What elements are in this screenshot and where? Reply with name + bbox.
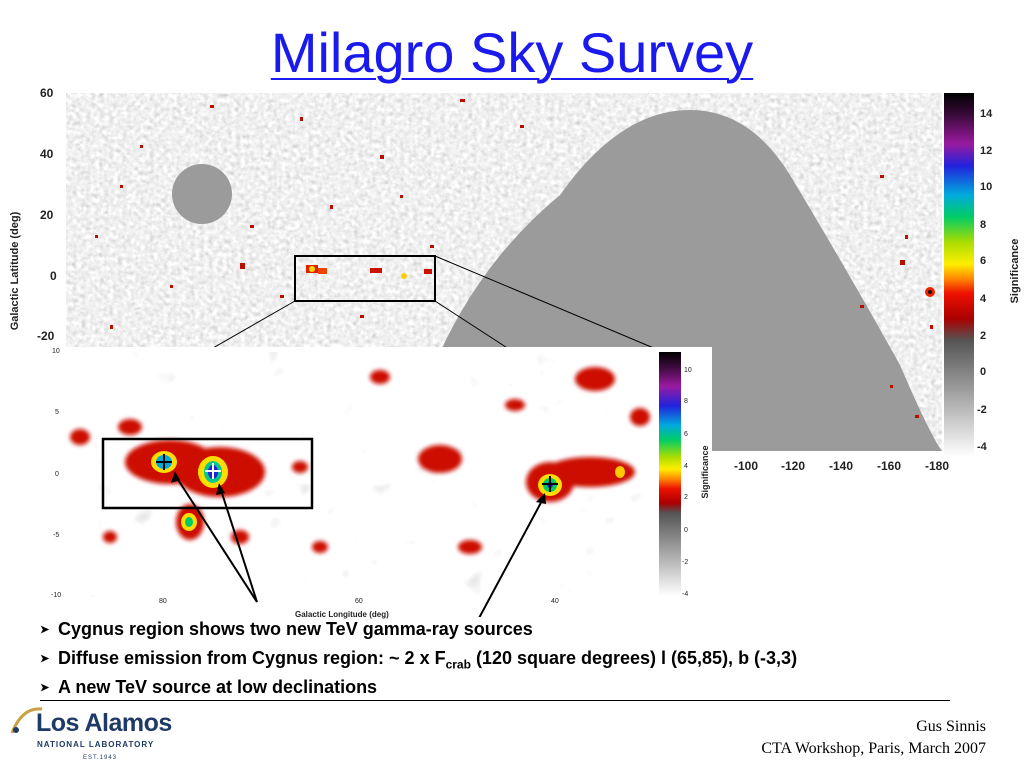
inset-y-tick: 10 [52, 348, 60, 355]
inset-x-tick: 80 [159, 598, 167, 605]
footer-author: Gus Sinnis [916, 718, 986, 735]
bullet-text-sub: crab [445, 657, 471, 672]
colorbar-tick: 4 [980, 293, 987, 305]
main-x-tick: -120 [781, 459, 806, 473]
colorbar-tick: 2 [980, 330, 987, 342]
inset-colorbar-tick: 6 [684, 431, 688, 438]
los-alamos-logo: Los Alamos NATIONAL LABORATORY EST.1943 [8, 703, 188, 765]
bullet-text-pre: Diffuse emission from Cygnus region: ~ 2… [58, 648, 446, 668]
main-colorbar-label: Significance [1009, 238, 1021, 304]
main-x-tick: -140 [829, 459, 854, 473]
slide-title: Milagro Sky Survey [270, 21, 754, 84]
colorbar-tick: 10 [980, 181, 993, 193]
inset-y-tick: -10 [51, 592, 62, 599]
inset-x-tick: 40 [551, 598, 559, 605]
bullet-list: ➤ Cygnus region shows two new TeV gamma-r… [40, 615, 1010, 702]
logo-subtitle: NATIONAL LABORATORY [37, 740, 155, 749]
inset-colorbar-tick: 8 [684, 398, 688, 405]
inset-colorbar-tick: -4 [682, 591, 689, 598]
main-x-tick: -160 [877, 459, 902, 473]
main-x-tick: -100 [734, 459, 759, 473]
bullet-item: ➤ Cygnus region shows two new TeV gamma-r… [40, 615, 1010, 644]
bullet-arrow-icon: ➤ [40, 681, 50, 694]
footer-event: CTA Workshop, Paris, March 2007 [761, 740, 986, 757]
main-y-tick: -20 [37, 329, 55, 343]
inset-y-tick: 5 [55, 409, 59, 416]
main-y-tick: 40 [40, 147, 54, 161]
bullet-text: A new TeV source at low declinations [58, 677, 378, 697]
bullet-text: Cygnus region shows two new TeV gamma-ra… [58, 619, 533, 639]
colorbar-tick: -2 [977, 404, 987, 416]
inset-y-tick: 0 [55, 471, 59, 478]
colorbar-tick: -4 [977, 441, 987, 453]
inset-y-tick: -5 [53, 532, 60, 539]
colorbar-tick: 0 [980, 366, 987, 378]
logo-established: EST.1943 [83, 755, 118, 761]
inset-colorbar-tick: -2 [682, 559, 689, 566]
main-x-tick: -180 [925, 459, 950, 473]
main-map-y-axis-label: Galactic Latitude (deg) [9, 211, 21, 331]
main-y-tick: 20 [40, 208, 54, 222]
inset-x-tick: 60 [355, 598, 363, 605]
inset-colorbar-tick: 0 [684, 527, 688, 534]
inset-colorbar-label: Significance [700, 445, 710, 499]
bullet-arrow-icon: ➤ [40, 652, 50, 665]
logo-swoosh-icon [10, 707, 43, 734]
footer-divider [40, 700, 950, 701]
inset-x-axis-label: Galactic Longitude (deg) [295, 610, 389, 619]
logo-name: Los Alamos [36, 709, 172, 737]
main-y-tick: 60 [40, 86, 54, 100]
main-y-tick: 0 [50, 269, 57, 283]
colorbar-tick: 6 [980, 255, 987, 267]
bullet-arrow-icon: ➤ [40, 623, 50, 636]
footer-credit: Gus Sinnis CTA Workshop, Paris, March 20… [761, 716, 986, 760]
bullet-item: ➤ Diffuse emission from Cygnus region: ~ … [40, 644, 1010, 673]
colorbar-tick: 12 [980, 145, 993, 157]
inset-colorbar-tick: 4 [684, 463, 688, 470]
inset-cygnus-map [0, 347, 712, 617]
colorbar-tick: 14 [980, 108, 993, 120]
inset-colorbar-tick: 2 [684, 494, 688, 501]
inset-colorbar-tick: 10 [684, 367, 692, 374]
colorbar-tick: 8 [980, 219, 987, 231]
bullet-item: ➤ A new TeV source at low declinations [40, 673, 1010, 702]
bullet-text-post: (120 square degrees) l (65,85), b (-3,3) [470, 648, 798, 668]
